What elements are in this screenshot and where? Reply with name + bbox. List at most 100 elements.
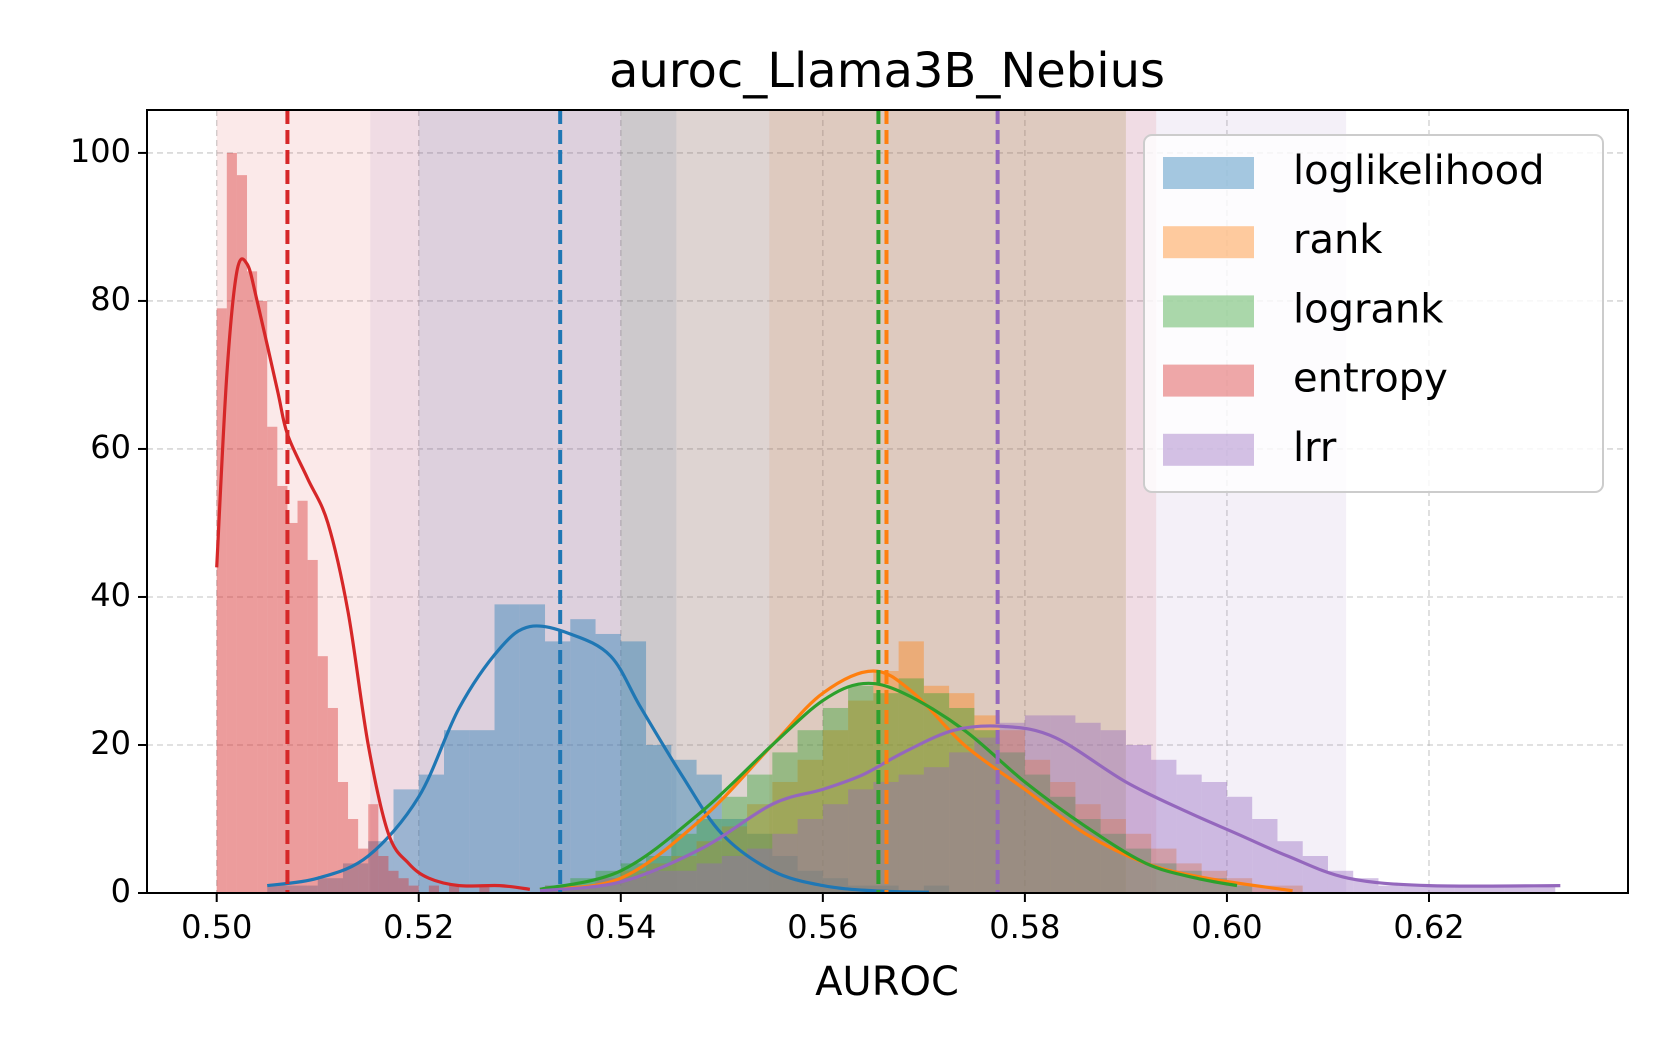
- bar: [449, 885, 460, 893]
- bar: [1125, 744, 1152, 893]
- bar: [772, 752, 798, 893]
- y-tick-label: 40: [90, 576, 131, 614]
- bar: [1428, 885, 1455, 893]
- bar: [545, 641, 571, 893]
- x-tick-label: 0.62: [1393, 908, 1464, 946]
- bar: [327, 707, 338, 893]
- bar: [848, 789, 874, 893]
- bar: [1378, 885, 1404, 893]
- bar: [772, 833, 798, 893]
- legend-label: rank: [1293, 217, 1383, 263]
- bar: [378, 855, 389, 893]
- bar: [388, 870, 399, 893]
- x-tick-label: 0.60: [1191, 908, 1262, 946]
- legend-swatch: [1163, 157, 1254, 189]
- bar: [747, 774, 773, 893]
- bar: [277, 485, 288, 893]
- bar: [1252, 818, 1278, 893]
- bar: [1100, 730, 1126, 893]
- bar: [519, 604, 546, 893]
- bar: [1504, 885, 1531, 893]
- ci-span: [216, 110, 1157, 893]
- kde-line: [539, 681, 1238, 891]
- legend-label: lrr: [1293, 425, 1337, 471]
- bar: [974, 715, 1000, 893]
- ci-span: [620, 110, 1126, 893]
- bar: [822, 804, 849, 893]
- kde-line: [539, 724, 1561, 893]
- bar: [398, 878, 409, 893]
- kde-line: [266, 624, 929, 894]
- legend-swatch: [1163, 433, 1254, 466]
- bar: [469, 730, 495, 893]
- bar: [1075, 804, 1101, 893]
- bar: [348, 818, 359, 893]
- bar: [267, 426, 278, 893]
- bar: [1226, 796, 1253, 893]
- bar: [257, 300, 268, 893]
- bar: [696, 774, 722, 893]
- bar: [898, 774, 924, 893]
- legend-swatch: [1163, 364, 1254, 397]
- axes-frame: [146, 109, 1629, 894]
- bar: [822, 707, 849, 893]
- bar: [848, 685, 874, 893]
- bar: [418, 774, 445, 893]
- kde-line: [215, 257, 531, 891]
- bar: [620, 641, 647, 893]
- legend-swatch: [1163, 295, 1254, 328]
- bar: [1075, 722, 1101, 893]
- bar: [479, 885, 490, 893]
- bar: [646, 870, 672, 893]
- bar: [1226, 885, 1253, 893]
- bar: [1252, 885, 1278, 893]
- bar: [287, 522, 298, 893]
- legend-label: logrank: [1293, 286, 1444, 332]
- x-tick-label: 0.56: [787, 908, 858, 946]
- bar: [570, 885, 596, 893]
- legend-label: entropy: [1293, 356, 1448, 402]
- bar: [1403, 885, 1429, 893]
- bar: [747, 848, 773, 893]
- y-tick-label: 20: [90, 724, 131, 762]
- bar: [949, 707, 975, 893]
- legend-label: loglikelihood: [1293, 148, 1544, 194]
- bar: [898, 678, 924, 893]
- bar: [671, 833, 697, 893]
- bar: [317, 656, 328, 893]
- bar: [1530, 885, 1556, 893]
- bar: [368, 804, 379, 893]
- bar: [1024, 759, 1051, 893]
- bar: [1050, 781, 1076, 893]
- bar: [999, 722, 1025, 893]
- bar: [368, 841, 394, 893]
- bar: [1277, 841, 1303, 893]
- bar: [1479, 885, 1505, 893]
- bar: [408, 885, 419, 893]
- x-tick-label: 0.50: [181, 908, 252, 946]
- bar: [307, 559, 318, 893]
- x-tick-label: 0.58: [989, 908, 1060, 946]
- y-tick-label: 100: [70, 132, 131, 170]
- legend-swatch: [1163, 226, 1254, 259]
- bar: [873, 885, 899, 893]
- bar: [721, 818, 748, 893]
- bar: [494, 604, 520, 893]
- bar: [923, 685, 950, 893]
- ci-span: [769, 110, 1126, 893]
- bar: [297, 500, 308, 893]
- y-tick-label: 80: [90, 280, 131, 318]
- bar: [721, 855, 748, 893]
- x-tick-label: 0.54: [585, 908, 656, 946]
- bar: [797, 730, 823, 893]
- bar: [923, 767, 950, 893]
- bar: [247, 271, 258, 893]
- x-axis-label: AUROC: [815, 959, 959, 1005]
- legend-frame: [1143, 134, 1604, 493]
- bar: [292, 885, 318, 893]
- bar: [226, 152, 237, 894]
- bar: [595, 633, 621, 893]
- bar: [848, 700, 874, 893]
- bar: [428, 885, 439, 893]
- bar: [999, 730, 1025, 893]
